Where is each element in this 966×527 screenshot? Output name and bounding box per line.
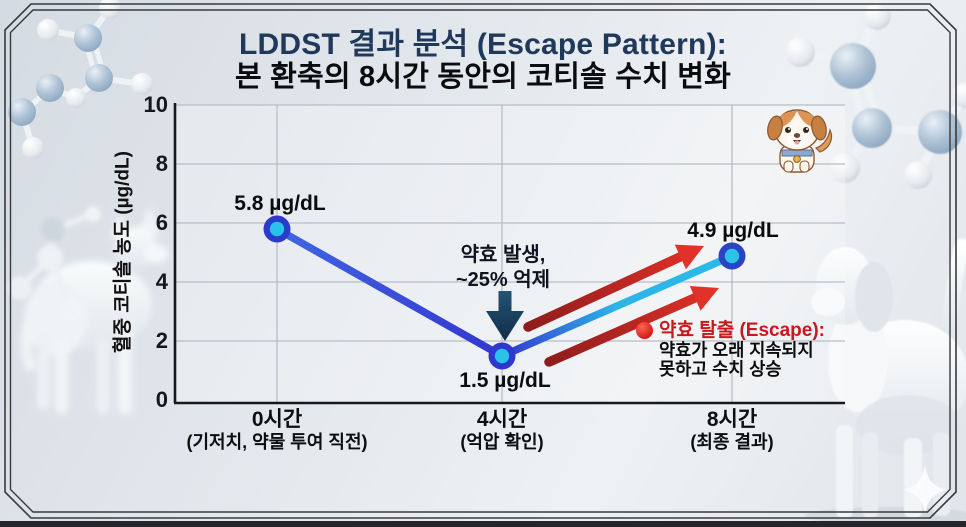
chart-title-line2: 본 환축의 8시간 동안의 코티솔 수치 변화 xyxy=(235,61,731,93)
escape-annotation: 약효 탈출 (Escape): 약효가 오래 지속되지 못하고 수치 상승 xyxy=(636,320,825,379)
data-point-label-8h: 4.9 µg/dL xyxy=(687,219,779,242)
data-point-label-0h: 5.8 µg/dL xyxy=(234,192,326,215)
escape-line2: 못하고 수치 상승 xyxy=(659,359,782,379)
y-tick-8: 8 xyxy=(155,151,168,176)
x-tick-8h: 8시간 (최종 결과) xyxy=(592,408,872,453)
escape-heading: 약효 탈출 (Escape): xyxy=(659,320,826,341)
x-tick-label: 8시간 xyxy=(706,408,758,431)
suppression-annotation: 약효 발생, ~25% 억제 xyxy=(393,243,613,293)
y-tick-4: 4 xyxy=(155,269,168,294)
suppression-line2: ~25% 억제 xyxy=(455,269,551,291)
y-axis-label: 혈중 코티솔 농도 (µg/dL) xyxy=(112,151,134,353)
suppression-line1: 약효 발생, xyxy=(460,244,546,266)
y-tick-6: 6 xyxy=(155,210,168,235)
data-point-label-4h: 1.5 µg/dL xyxy=(459,369,551,392)
x-tick-sublabel: (최종 결과) xyxy=(690,432,774,452)
y-tick-2: 2 xyxy=(155,328,168,353)
escape-line1: 약효가 오래 지속되지 xyxy=(659,340,814,360)
red-dot-bullet-icon xyxy=(636,322,653,339)
puppy-icon xyxy=(767,109,833,173)
video-letterbox-bar xyxy=(0,521,966,527)
y-tick-10: 10 xyxy=(143,92,168,117)
